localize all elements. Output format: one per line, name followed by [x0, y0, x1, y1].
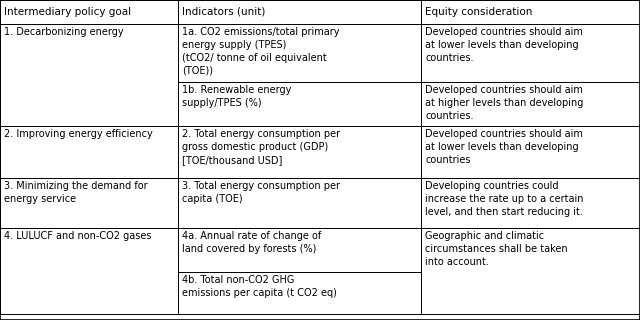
Text: 3. Minimizing the demand for
energy service: 3. Minimizing the demand for energy serv…	[4, 181, 148, 204]
Bar	[178, 24, 421, 82]
Text: 2. Total energy consumption per
gross domestic product (GDP)
[TOE/thousand USD]: 2. Total energy consumption per gross do…	[182, 129, 340, 164]
Bar	[0, 126, 178, 178]
Bar	[421, 228, 640, 314]
Text: 3. Total energy consumption per
capita (TOE): 3. Total energy consumption per capita (…	[182, 181, 340, 204]
Text: 1b. Renewable energy
supply/TPES (%): 1b. Renewable energy supply/TPES (%)	[182, 85, 291, 108]
Text: 4b. Total non-CO2 GHG
emissions per capita (t CO2 eq): 4b. Total non-CO2 GHG emissions per capi…	[182, 275, 337, 298]
Bar	[178, 82, 421, 126]
Text: 1a. CO2 emissions/total primary
energy supply (TPES)
(tCO2/ tonne of oil equival: 1a. CO2 emissions/total primary energy s…	[182, 27, 339, 76]
Text: 4. LULUCF and non-CO2 gases: 4. LULUCF and non-CO2 gases	[4, 231, 152, 241]
Bar	[0, 228, 178, 314]
Bar	[178, 126, 421, 178]
Text: Intermediary policy goal: Intermediary policy goal	[4, 7, 131, 17]
Bar	[421, 126, 640, 178]
Bar	[421, 0, 640, 24]
Text: Developed countries should aim
at lower levels than developing
countries.: Developed countries should aim at lower …	[425, 27, 583, 63]
Text: Indicators (unit): Indicators (unit)	[182, 7, 266, 17]
Bar	[0, 24, 178, 126]
Bar	[178, 178, 421, 228]
Text: 4a. Annual rate of change of
land covered by forests (%): 4a. Annual rate of change of land covere…	[182, 231, 321, 254]
Text: Developed countries should aim
at higher levels than developing
countries.: Developed countries should aim at higher…	[425, 85, 584, 121]
Text: Developing countries could
increase the rate up to a certain
level, and then sta: Developing countries could increase the …	[425, 181, 584, 217]
Text: 1. Decarbonizing energy: 1. Decarbonizing energy	[4, 27, 124, 37]
Text: Developed countries should aim
at lower levels than developing
countries: Developed countries should aim at lower …	[425, 129, 583, 164]
Text: Geographic and climatic
circumstances shall be taken
into account.: Geographic and climatic circumstances sh…	[425, 231, 568, 267]
Bar	[0, 178, 178, 228]
Bar	[421, 82, 640, 126]
Bar	[421, 178, 640, 228]
Bar	[178, 0, 421, 24]
Text: 2. Improving energy efficiency: 2. Improving energy efficiency	[4, 129, 153, 139]
Bar	[421, 24, 640, 82]
Bar	[0, 0, 178, 24]
Text: Equity consideration: Equity consideration	[425, 7, 532, 17]
Bar	[178, 272, 421, 314]
Bar	[178, 228, 421, 272]
